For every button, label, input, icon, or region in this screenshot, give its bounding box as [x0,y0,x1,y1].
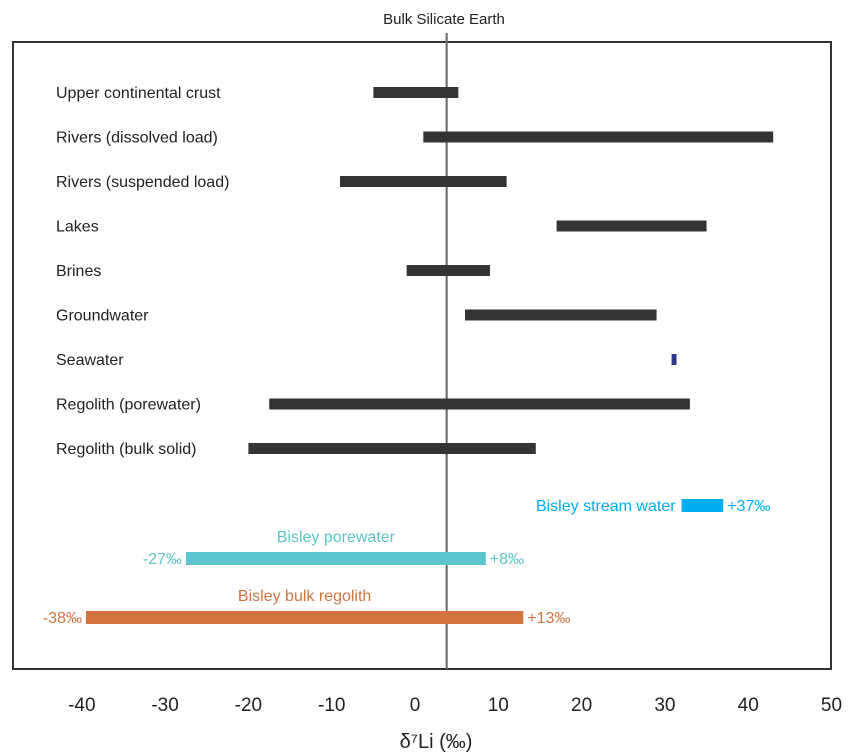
bisley-min-value: -38‰ [43,610,82,627]
x-axis-label: δ⁷Li (‰) [400,731,473,753]
range-label: Seawater [56,352,124,369]
range-bar [373,87,459,98]
range-label: Regolith (porewater) [56,397,201,414]
range-bar [671,354,677,365]
range-label: Upper continental crust [56,85,221,102]
range-bar [423,131,774,143]
range-label: Brines [56,263,101,280]
reference-line-label: Bulk Silicate Earth [383,11,505,28]
bisley-bar [85,611,524,624]
x-tick-label: -30 [151,695,178,716]
bisley-bar [681,499,724,512]
x-tick-label: 30 [654,695,675,716]
range-label: Rivers (suspended load) [56,174,229,191]
range-label: Lakes [56,219,99,236]
range-bar [248,443,536,454]
bisley-max-value: +37‰ [727,498,770,515]
range-bar [464,309,657,321]
x-tick-label: -10 [318,695,345,716]
plot-frame [12,41,832,670]
bisley-label: Bisley porewater [277,529,396,546]
x-tick-label: 0 [410,695,421,716]
bisley-label: Bisley stream water [536,498,676,515]
bisley-label: Bisley bulk regolith [238,588,371,605]
range-label: Regolith (bulk solid) [56,441,197,458]
bisley-bar [185,552,486,565]
bisley-min-value: -27‰ [143,551,182,568]
bisley-max-value: +13‰ [527,610,570,627]
range-bar [269,398,690,410]
range-label: Rivers (dissolved load) [56,130,218,147]
range-bar [340,176,507,187]
x-tick-label: 20 [571,695,592,716]
range-rows: Upper continental crust Rivers (dissolved… [56,85,774,458]
x-tick-label: 50 [821,695,842,716]
x-tick-label: 40 [738,695,759,716]
x-axis: -40 -30 -20 -10 0 10 20 30 40 50 [68,695,842,716]
range-label: Groundwater [56,308,149,325]
range-bar [406,265,490,276]
x-tick-label: -20 [235,695,262,716]
x-tick-label: -40 [68,695,95,716]
range-bar [556,220,707,232]
bisley-max-value: +8‰ [490,551,524,568]
bisley-rows: Bisley stream water +37‰ Bisley porewater -… [43,498,771,627]
x-tick-label: 10 [488,695,509,716]
